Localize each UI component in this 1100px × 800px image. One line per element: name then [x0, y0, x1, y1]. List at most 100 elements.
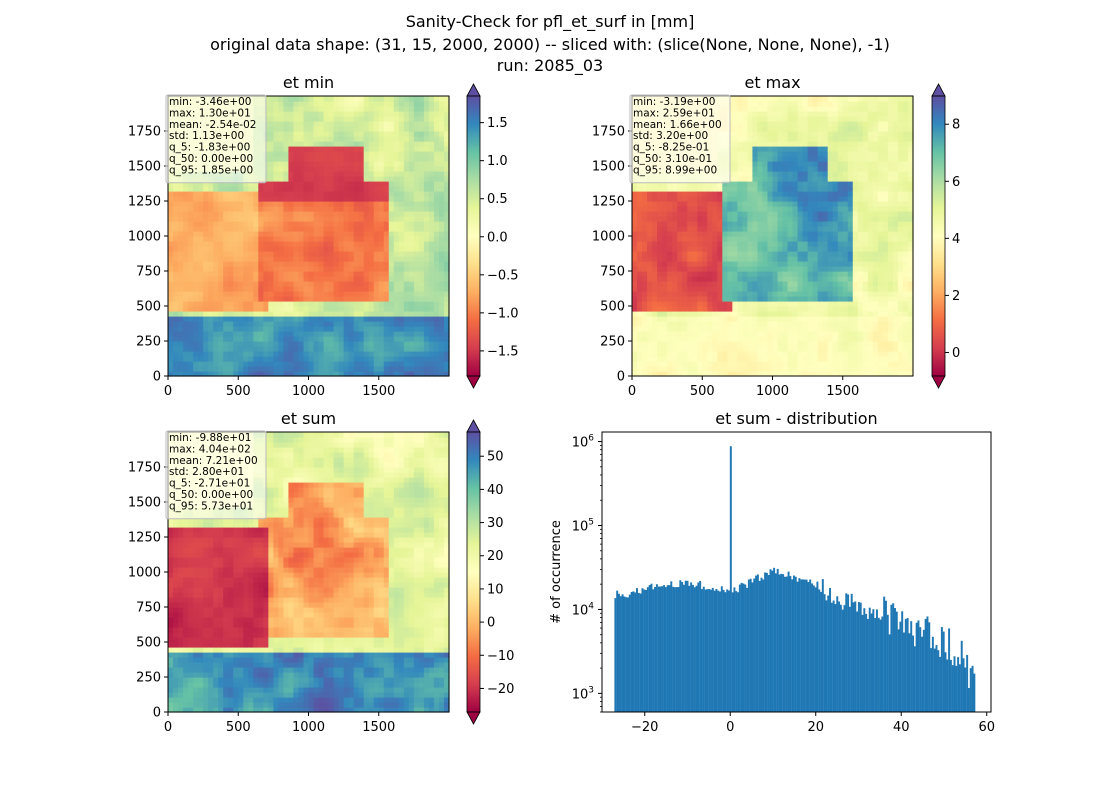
y-tick-label: 105: [572, 518, 594, 535]
colorbar-tick-label: 0: [487, 616, 495, 631]
histogram-bar: [872, 609, 875, 712]
y-tick-label: 500: [136, 636, 161, 651]
histogram-bar: [973, 673, 976, 712]
histogram-bar: [812, 585, 815, 712]
histogram-bar: [861, 614, 864, 712]
y-tick-label: 1750: [128, 125, 161, 140]
x-tick-label: 0: [628, 384, 636, 399]
histogram-bar: [794, 576, 797, 712]
histogram-bar: [904, 618, 907, 712]
histogram-bar: [888, 634, 891, 712]
histogram-bar: [868, 607, 871, 712]
histogram-panel: et sum - distribution −20 0 20 40 60 103 104 105…: [549, 409, 995, 735]
y-tick-label: 250: [136, 671, 161, 686]
colorbar-tick-label: 2: [952, 289, 960, 304]
histogram-bar: [967, 688, 970, 712]
y-tick-label: 1000: [128, 230, 161, 245]
x-tick-label: 500: [690, 384, 715, 399]
histogram-bar: [681, 581, 684, 712]
histogram-bar: [735, 591, 738, 712]
x-tick-label: 40: [893, 720, 910, 735]
histogram-bar: [686, 580, 689, 712]
histogram-bar: [720, 586, 723, 712]
histogram-bar: [915, 622, 918, 712]
stats-line: mean: 7.21e+00: [169, 455, 258, 467]
histogram-bar: [778, 574, 781, 712]
histogram-bar: [933, 648, 936, 712]
heatmap-panel-2: et max 0 500 1000 1500 0 250 500 750 1000 1250 1500…: [592, 73, 960, 399]
histogram-bar: [847, 594, 850, 712]
histogram-bar: [738, 584, 741, 712]
histogram-bar: [877, 617, 880, 712]
histogram-bar: [921, 636, 924, 712]
histogram-bar: [845, 593, 848, 712]
histogram-bar: [679, 580, 682, 712]
histogram-bar: [807, 582, 810, 712]
colorbar-tick-label: 0: [952, 346, 960, 361]
y-tick-label: 0: [617, 370, 625, 385]
y-axis-label: # of occurrence: [549, 520, 564, 624]
histogram-bar: [650, 583, 653, 712]
histogram-bar: [818, 589, 821, 712]
stats-line: q_95: 8.99e+00: [633, 164, 717, 176]
histogram-bar: [798, 578, 801, 712]
histogram-bar: [931, 636, 934, 712]
histogram-bar: [753, 578, 756, 712]
heatmap-panel-1: et min 0 500 1000 1500 0 250 500 750 1000 1250 1500…: [128, 73, 519, 399]
histogram-bar: [621, 594, 624, 712]
histogram-bar: [957, 657, 960, 712]
histogram-bar: [695, 585, 698, 712]
histogram-bar: [773, 567, 776, 712]
colorbar-frame: [466, 431, 481, 713]
histogram-bar: [717, 590, 720, 712]
colorbar-tick-label: 50: [487, 450, 504, 465]
histogram-bar: [836, 596, 839, 712]
histogram-bar: [704, 589, 707, 712]
histogram-bar: [944, 652, 947, 712]
histogram-bar: [664, 587, 667, 712]
stats-box: [629, 94, 731, 184]
stats-line: std: 3.20e+00: [633, 130, 708, 142]
histogram-bar: [670, 581, 673, 712]
histogram-bar: [791, 579, 794, 712]
stats-box: [165, 430, 267, 520]
stats-line: max: 1.30e+01: [169, 107, 251, 119]
histogram-bar: [628, 594, 631, 712]
histogram-bar: [630, 591, 633, 712]
histogram-bar: [863, 608, 866, 712]
histogram-bar: [825, 600, 828, 712]
colorbar-tick-label: −0.5: [487, 268, 519, 283]
histogram-bar: [875, 609, 878, 712]
histogram-bar: [910, 621, 913, 712]
histogram-bar: [713, 590, 716, 712]
histogram-bar: [908, 633, 911, 712]
histogram-bar: [737, 592, 740, 712]
colorbar-extend-max: [931, 83, 946, 97]
histogram-bar: [821, 579, 824, 712]
histogram-bar: [729, 446, 732, 712]
histogram-bar: [682, 584, 685, 712]
histogram-bar: [672, 586, 675, 712]
x-tick-label: 0: [164, 720, 172, 735]
y-tick-label: 1500: [128, 160, 161, 175]
histogram-bar: [774, 573, 777, 712]
histogram-bar: [948, 628, 951, 712]
histogram-bar: [747, 579, 750, 712]
colorbar-tick-label: −10: [487, 649, 514, 664]
histogram-bar: [903, 632, 905, 712]
histogram-bar: [865, 613, 868, 712]
histogram-bar: [949, 659, 952, 712]
histogram-bar: [637, 592, 640, 712]
histogram-bar: [645, 590, 648, 712]
colorbar-tick-label: 0.5: [487, 192, 508, 207]
histogram-bar: [749, 578, 752, 712]
colorbar-tick-label: 30: [487, 516, 504, 531]
histogram-bar: [715, 588, 718, 712]
histogram-bar: [663, 585, 666, 712]
histogram-bar: [886, 614, 889, 712]
histogram-bar: [971, 665, 974, 712]
histogram-bar: [785, 576, 788, 712]
stats-line: max: 2.59e+01: [633, 107, 715, 119]
stats-line: q_50: 0.00e+00: [169, 489, 253, 501]
